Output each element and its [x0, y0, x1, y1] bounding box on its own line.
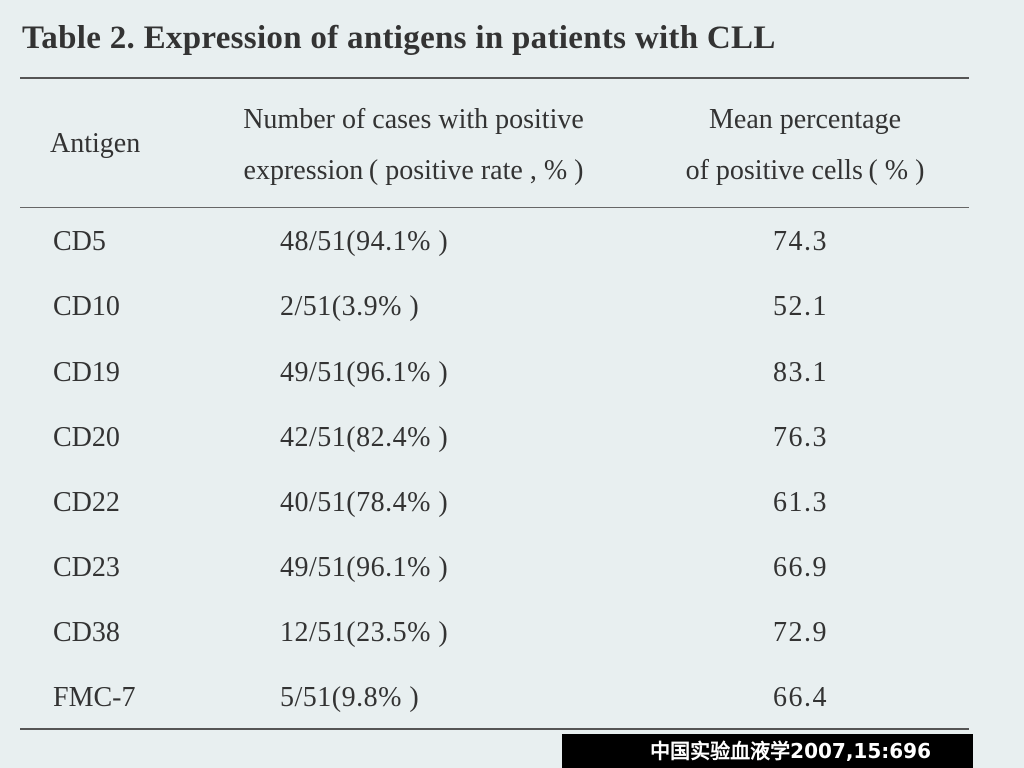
mean-percentage-cell: 61.3 — [773, 487, 828, 518]
table-row: CD19 49/51(96.1% ) 83.1 — [0, 353, 1024, 393]
mean-percentage-cell: 76.3 — [773, 422, 828, 453]
antigen-cell: CD20 — [53, 422, 120, 453]
antigen-cell: CD10 — [53, 291, 120, 322]
header-positive-cases: Number of cases with positive expression… — [196, 94, 631, 196]
header-positive-cases-line2: expression ( positive rate , % ) — [243, 155, 584, 186]
mean-percentage-cell: 66.4 — [773, 682, 828, 713]
mean-percentage-cell: 83.1 — [773, 357, 828, 388]
source-citation: 中国实验血液学2007,15:696 — [562, 734, 973, 768]
positive-cases-cell: 48/51(94.1% ) — [280, 226, 449, 257]
antigen-cell: CD23 — [53, 552, 120, 583]
positive-cases-cell: 2/51(3.9% ) — [280, 291, 420, 322]
table-row: CD10 2/51(3.9% ) 52.1 — [0, 287, 1024, 327]
positive-cases-cell: 49/51(96.1% ) — [280, 357, 449, 388]
table-row: CD22 40/51(78.4% ) 61.3 — [0, 483, 1024, 523]
mean-percentage-cell: 72.9 — [773, 617, 828, 648]
table-row: FMC-7 5/51(9.8% ) 66.4 — [0, 678, 1024, 718]
positive-cases-cell: 42/51(82.4% ) — [280, 422, 449, 453]
mean-percentage-cell: 52.1 — [773, 291, 828, 322]
positive-cases-cell: 5/51(9.8% ) — [280, 682, 420, 713]
positive-cases-cell: 12/51(23.5% ) — [280, 617, 449, 648]
table-bottom-rule — [20, 728, 969, 730]
header-mean-percentage: Mean percentage of positive cells ( % ) — [640, 94, 970, 196]
positive-cases-cell: 40/51(78.4% ) — [280, 487, 449, 518]
table-top-rule — [20, 77, 969, 79]
antigen-cell: CD19 — [53, 357, 120, 388]
positive-cases-cell: 49/51(96.1% ) — [280, 552, 449, 583]
table-header-rule — [20, 207, 969, 208]
header-positive-cases-line1: Number of cases with positive — [243, 104, 584, 135]
antigen-cell: FMC-7 — [53, 682, 136, 713]
mean-percentage-cell: 66.9 — [773, 552, 828, 583]
antigen-cell: CD22 — [53, 487, 120, 518]
header-mean-percentage-line1: Mean percentage — [709, 104, 901, 135]
table-row: CD23 49/51(96.1% ) 66.9 — [0, 548, 1024, 588]
table-title: Table 2. Expression of antigens in patie… — [22, 20, 776, 56]
header-mean-percentage-line2: of positive cells ( % ) — [685, 155, 925, 186]
mean-percentage-cell: 74.3 — [773, 226, 828, 257]
antigen-cell: CD5 — [53, 226, 106, 257]
header-antigen: Antigen — [50, 128, 141, 159]
antigen-cell: CD38 — [53, 617, 120, 648]
table-row: CD38 12/51(23.5% ) 72.9 — [0, 613, 1024, 653]
table-row: CD20 42/51(82.4% ) 76.3 — [0, 418, 1024, 458]
table-row: CD5 48/51(94.1% ) 74.3 — [0, 222, 1024, 262]
